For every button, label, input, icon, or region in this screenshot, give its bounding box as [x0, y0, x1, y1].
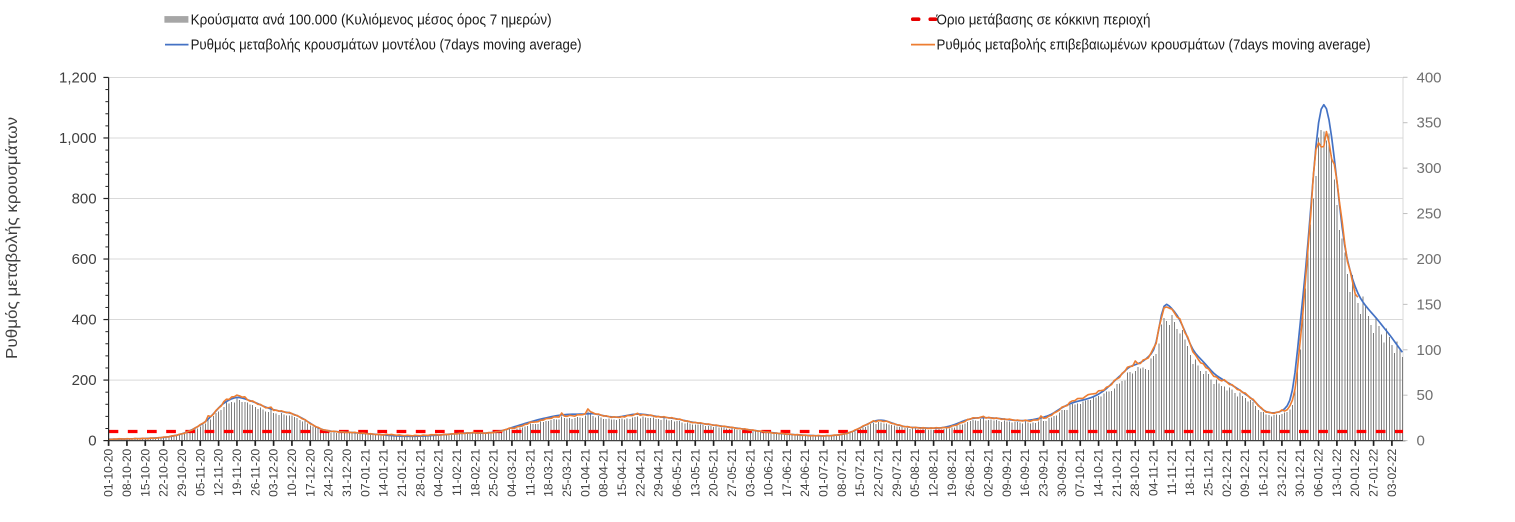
svg-text:23-12-21: 23-12-21 [1275, 448, 1289, 496]
svg-text:10-06-21: 10-06-21 [762, 448, 776, 496]
svg-text:22-07-21: 22-07-21 [872, 448, 886, 496]
svg-text:06-01-22: 06-01-22 [1312, 448, 1326, 496]
svg-text:04-03-21: 04-03-21 [505, 448, 519, 496]
svg-text:18-03-21: 18-03-21 [542, 448, 556, 496]
svg-text:400: 400 [1417, 69, 1442, 86]
svg-text:15-07-21: 15-07-21 [853, 448, 867, 496]
svg-text:22-10-20: 22-10-20 [157, 448, 171, 496]
svg-text:01-10-20: 01-10-20 [102, 448, 116, 496]
svg-text:01-07-21: 01-07-21 [817, 448, 831, 496]
svg-text:15-10-20: 15-10-20 [138, 448, 152, 496]
svg-text:350: 350 [1417, 115, 1442, 132]
svg-text:25-11-21: 25-11-21 [1202, 448, 1216, 495]
svg-text:03-02-22: 03-02-22 [1385, 448, 1399, 496]
svg-text:11-03-21: 11-03-21 [523, 448, 537, 495]
svg-text:10-12-20: 10-12-20 [285, 448, 299, 496]
svg-text:01-04-21: 01-04-21 [578, 448, 592, 496]
svg-text:150: 150 [1417, 296, 1442, 313]
svg-text:11-11-21: 11-11-21 [1165, 448, 1179, 495]
svg-text:23-09-21: 23-09-21 [1037, 448, 1051, 496]
svg-text:400: 400 [72, 312, 97, 329]
svg-text:03-12-20: 03-12-20 [267, 448, 281, 496]
svg-text:07-10-21: 07-10-21 [1073, 448, 1087, 496]
svg-text:06-05-21: 06-05-21 [670, 448, 684, 496]
svg-text:800: 800 [72, 191, 97, 208]
svg-text:17-12-20: 17-12-20 [303, 448, 317, 496]
svg-text:Ρυθμός μεταβολής κρουσμάτων μο: Ρυθμός μεταβολής κρουσμάτων μοντέλου (7d… [191, 37, 582, 54]
svg-text:05-08-21: 05-08-21 [908, 448, 922, 496]
svg-text:20-01-22: 20-01-22 [1348, 448, 1362, 496]
svg-text:29-04-21: 29-04-21 [652, 448, 666, 496]
svg-text:Ρυθμός μεταβολής επιβεβαιωμένω: Ρυθμός μεταβολής επιβεβαιωμένων κρουσμάτ… [937, 37, 1371, 54]
svg-text:04-11-21: 04-11-21 [1147, 448, 1161, 495]
svg-text:28-10-21: 28-10-21 [1128, 448, 1142, 496]
svg-text:25-02-21: 25-02-21 [487, 448, 501, 496]
svg-text:50: 50 [1417, 387, 1434, 404]
svg-text:14-01-21: 14-01-21 [377, 448, 391, 496]
svg-text:14-10-21: 14-10-21 [1092, 448, 1106, 496]
svg-text:28-01-21: 28-01-21 [413, 448, 427, 496]
svg-text:12-08-21: 12-08-21 [927, 448, 941, 496]
svg-text:0: 0 [1417, 433, 1425, 450]
svg-text:Ρυθμός μεταβολής κρουσμάτων: Ρυθμός μεταβολής κρουσμάτων [4, 117, 21, 359]
svg-text:11-02-21: 11-02-21 [450, 448, 464, 495]
svg-text:15-04-21: 15-04-21 [615, 448, 629, 496]
svg-text:17-06-21: 17-06-21 [780, 448, 794, 496]
svg-text:0: 0 [88, 433, 96, 450]
svg-text:20-05-21: 20-05-21 [707, 448, 721, 496]
svg-text:08-04-21: 08-04-21 [597, 448, 611, 496]
svg-text:18-11-21: 18-11-21 [1183, 448, 1197, 495]
svg-text:13-01-22: 13-01-22 [1330, 448, 1344, 496]
svg-text:03-06-21: 03-06-21 [743, 448, 757, 496]
svg-text:16-12-21: 16-12-21 [1257, 448, 1271, 496]
svg-text:02-12-21: 02-12-21 [1220, 448, 1234, 496]
svg-text:07-01-21: 07-01-21 [358, 448, 372, 496]
svg-text:12-11-20: 12-11-20 [212, 448, 226, 495]
svg-text:08-10-20: 08-10-20 [120, 448, 134, 496]
svg-text:19-08-21: 19-08-21 [945, 448, 959, 496]
svg-text:22-04-21: 22-04-21 [633, 448, 647, 496]
svg-text:27-01-22: 27-01-22 [1367, 448, 1381, 496]
svg-text:600: 600 [72, 251, 97, 268]
svg-text:Κρούσματα ανά 100.000 (Κυλιόμε: Κρούσματα ανά 100.000 (Κυλιόμενος μέσος … [191, 11, 552, 28]
svg-text:200: 200 [1417, 251, 1442, 268]
svg-text:200: 200 [72, 372, 97, 389]
svg-text:30-12-21: 30-12-21 [1293, 448, 1307, 496]
svg-text:27-05-21: 27-05-21 [725, 448, 739, 496]
svg-text:19-11-20: 19-11-20 [230, 448, 244, 495]
svg-text:02-09-21: 02-09-21 [982, 448, 996, 496]
svg-text:25-03-21: 25-03-21 [560, 448, 574, 496]
svg-text:29-10-20: 29-10-20 [175, 448, 189, 496]
svg-text:31-12-20: 31-12-20 [340, 448, 354, 496]
svg-text:21-01-21: 21-01-21 [395, 448, 409, 496]
svg-text:21-10-21: 21-10-21 [1110, 448, 1124, 496]
svg-text:Όριο μετάβασης σε κόκκινη περι: Όριο μετάβασης σε κόκκινη περιοχή [936, 11, 1151, 28]
svg-text:100: 100 [1417, 342, 1442, 359]
svg-text:09-12-21: 09-12-21 [1238, 448, 1252, 496]
svg-text:30-09-21: 30-09-21 [1055, 448, 1069, 496]
svg-text:29-07-21: 29-07-21 [890, 448, 904, 496]
svg-text:16-09-21: 16-09-21 [1018, 448, 1032, 496]
svg-text:250: 250 [1417, 206, 1442, 223]
svg-text:05-11-20: 05-11-20 [193, 448, 207, 495]
svg-text:08-07-21: 08-07-21 [835, 448, 849, 496]
svg-text:24-06-21: 24-06-21 [798, 448, 812, 496]
svg-text:18-02-21: 18-02-21 [468, 448, 482, 496]
svg-text:24-12-20: 24-12-20 [322, 448, 336, 496]
svg-text:09-09-21: 09-09-21 [1000, 448, 1014, 496]
svg-text:04-02-21: 04-02-21 [432, 448, 446, 496]
svg-text:300: 300 [1417, 160, 1442, 177]
svg-text:13-05-21: 13-05-21 [688, 448, 702, 496]
svg-text:1,200: 1,200 [59, 69, 97, 86]
svg-text:26-11-20: 26-11-20 [248, 448, 262, 495]
svg-text:1,000: 1,000 [59, 130, 97, 147]
svg-text:26-08-21: 26-08-21 [963, 448, 977, 496]
